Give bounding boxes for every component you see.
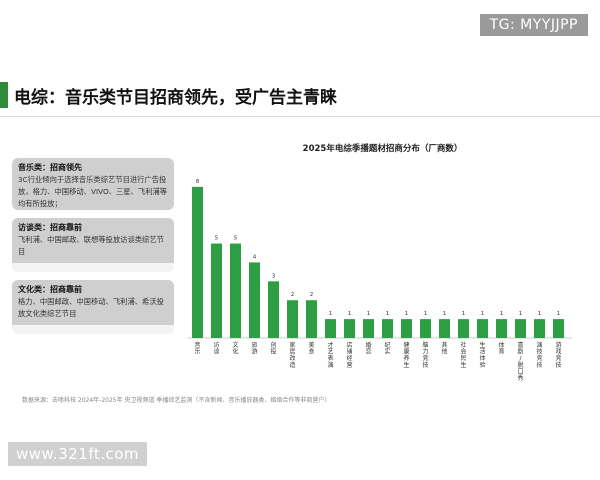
source-note: 数据来源：击嗦科技 2024年-2025年 央卫视频道 季播综艺监测（不含新闻、… <box>22 397 331 404</box>
bar-value-label-6: 2 <box>310 292 314 298</box>
category-label-6: 美食 <box>308 341 314 356</box>
bar-8 <box>344 319 355 338</box>
bar-value-label-5: 2 <box>291 292 295 298</box>
bar-value-label-8: 1 <box>348 311 352 317</box>
insight-cards: 音乐类：招商领先 3C行业倾向于选择音乐类综艺节目进行广告投放，格力、中国移动、… <box>12 158 174 342</box>
bar-2 <box>230 243 241 338</box>
bar-9 <box>363 319 374 338</box>
category-label-2: 文化 <box>232 341 238 356</box>
card-interview-head: 访谈类：招商靠前 <box>12 218 174 234</box>
bar-15 <box>477 319 488 338</box>
bar-value-label-2: 5 <box>234 236 238 242</box>
bar-17 <box>515 319 526 338</box>
bar-value-label-19: 1 <box>557 311 561 317</box>
bar-value-label-18: 1 <box>538 311 542 317</box>
category-label-14: 社会民生 <box>460 341 466 369</box>
chart-title: 2025年电综季播题材招商分布（厂商数） <box>302 144 463 154</box>
category-label-17: 喜剧/脱口秀 <box>517 341 523 382</box>
watermark-bottom: www.321ft.com <box>8 442 148 466</box>
bar-0 <box>192 186 203 338</box>
bar-7 <box>325 319 336 338</box>
bar-16 <box>496 319 507 338</box>
category-label-5: 家居改造 <box>289 341 295 369</box>
category-label-15: 生活体验 <box>479 341 485 369</box>
card-interview-body: 飞利浦、中国邮政、联想等投放访谈类综艺节目 <box>12 234 174 263</box>
bar-value-label-12: 1 <box>424 311 428 317</box>
card-music-body: 3C行业倾向于选择音乐类综艺节目进行广告投放，格力、中国移动、VIVO、三星、飞… <box>12 174 174 210</box>
bar-value-label-17: 1 <box>519 311 523 317</box>
category-label-0: 音乐 <box>194 341 200 356</box>
card-culture: 文化类：招商靠前 格力、中国邮政、中国移动、飞利浦、希沃投放文化类综艺节目 <box>12 280 174 334</box>
category-label-10: 纪实 <box>384 341 390 356</box>
bar-4 <box>268 281 279 338</box>
bar-value-label-10: 1 <box>386 311 390 317</box>
watermark-top: TG: MYYJJPP <box>479 14 588 36</box>
category-label-3: 旅游 <box>251 341 257 356</box>
bar-value-label-4: 3 <box>272 273 276 279</box>
bar-11 <box>401 319 412 338</box>
bar-5 <box>287 300 298 338</box>
card-music-head: 音乐类：招商领先 <box>12 158 174 174</box>
bar-chart: 2025年电综季播题材招商分布（厂商数） 8 音乐 5 访谈 5 文化 4 旅游 3 创投 2 家居改… <box>180 138 585 388</box>
category-label-18: 演技竞技 <box>536 341 542 369</box>
bar-1 <box>211 243 222 338</box>
category-label-19: 游戏竞技 <box>555 341 561 369</box>
category-label-8: 店铺经营 <box>346 341 352 369</box>
category-label-11: 健康养生 <box>403 341 409 369</box>
bar-10 <box>382 319 393 338</box>
card-music: 音乐类：招商领先 3C行业倾向于选择音乐类综艺节目进行广告投放，格力、中国移动、… <box>12 158 174 210</box>
bar-3 <box>249 262 260 338</box>
bar-19 <box>553 319 564 338</box>
bar-12 <box>420 319 431 338</box>
bar-value-label-3: 4 <box>253 254 257 260</box>
bar-value-label-1: 5 <box>215 236 219 242</box>
category-label-7: 才艺表演 <box>327 341 333 369</box>
bar-value-label-14: 1 <box>462 311 466 317</box>
bar-14 <box>458 319 469 338</box>
card-culture-head: 文化类：招商靠前 <box>12 280 174 296</box>
bar-value-label-7: 1 <box>329 311 333 317</box>
category-label-12: 脑力竞技 <box>422 341 428 369</box>
category-label-13: 其他 <box>441 341 447 356</box>
bar-18 <box>534 319 545 338</box>
page-title: 电综：音乐类节目招商领先，受广告主青睐 <box>14 88 337 108</box>
card-culture-body: 格力、中国邮政、中国移动、飞利浦、希沃投放文化类综艺节目 <box>12 296 174 325</box>
category-label-1: 访谈 <box>213 341 219 356</box>
bar-value-label-16: 1 <box>500 311 504 317</box>
category-label-4: 创投 <box>270 341 276 356</box>
bar-6 <box>306 300 317 338</box>
category-label-9: 婚恋 <box>365 341 371 356</box>
chart-svg: 8 音乐 5 访谈 5 文化 4 旅游 3 创投 2 家居改造 2 美食 1 才艺表演 1 店铺经营 1 婚恋 1 纪实 1… <box>188 179 572 382</box>
bar-value-label-13: 1 <box>443 311 447 317</box>
title-divider <box>0 116 600 117</box>
title-accent-bar <box>0 82 8 108</box>
bar-value-label-11: 1 <box>405 311 409 317</box>
bar-13 <box>439 319 450 338</box>
bar-value-label-9: 1 <box>367 311 371 317</box>
bar-value-label-15: 1 <box>481 311 485 317</box>
card-interview: 访谈类：招商靠前 飞利浦、中国邮政、联想等投放访谈类综艺节目 <box>12 218 174 272</box>
category-label-16: 体育 <box>498 341 504 356</box>
bar-value-label-0: 8 <box>196 179 200 185</box>
